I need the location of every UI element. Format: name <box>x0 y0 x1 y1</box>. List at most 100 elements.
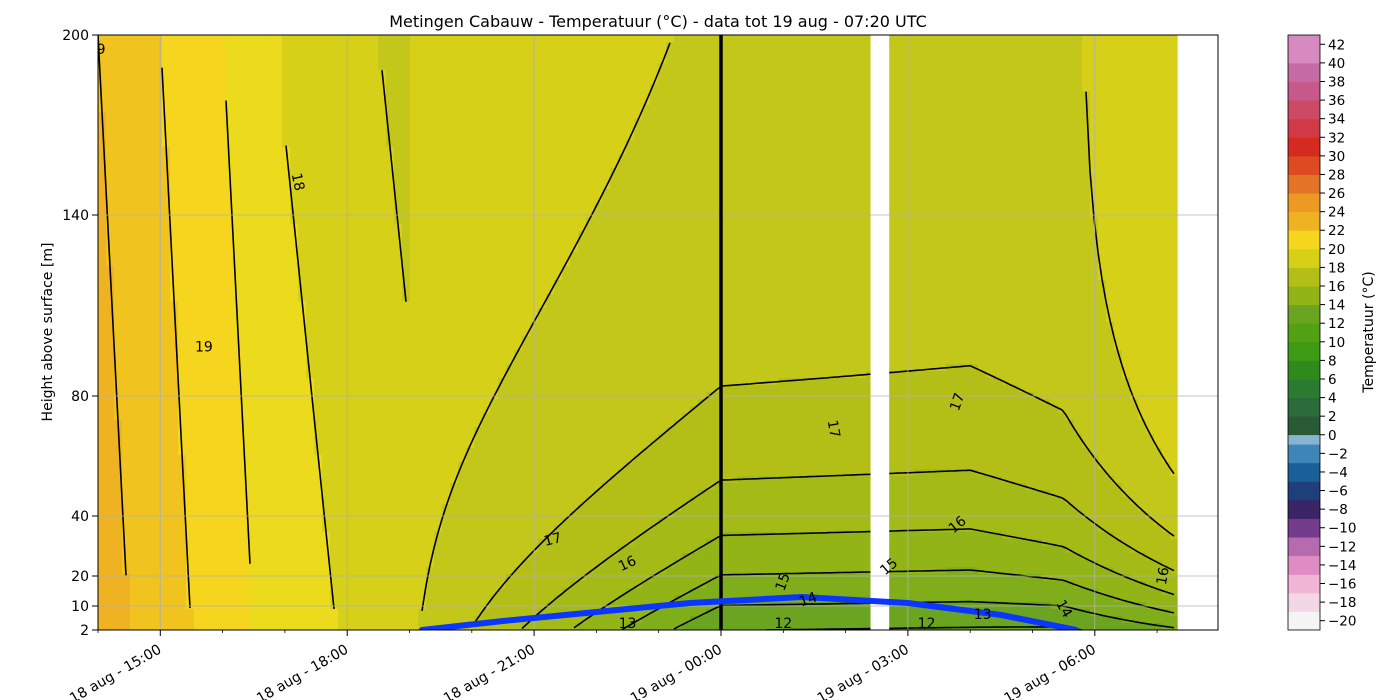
temperature-cell <box>298 511 307 519</box>
temperature-cell <box>410 413 419 421</box>
temperature-cell <box>178 224 187 232</box>
temperature-cell <box>234 175 243 183</box>
temperature-cell <box>234 119 243 127</box>
temperature-cell <box>314 294 323 302</box>
temperature-cell <box>362 105 371 113</box>
temperature-cell <box>162 182 171 190</box>
temperature-cell <box>354 238 363 246</box>
temperature-cell <box>362 217 371 225</box>
temperature-cell <box>546 112 555 120</box>
temperature-cell <box>402 539 411 547</box>
temperature-cell <box>378 112 387 120</box>
temperature-cell <box>546 497 555 505</box>
temperature-cell <box>130 42 139 50</box>
temperature-cell <box>186 245 195 253</box>
temperature-cell <box>122 315 131 323</box>
temperature-cell <box>290 301 299 309</box>
temperature-cell <box>242 301 251 309</box>
temperature-cell <box>186 259 195 267</box>
temperature-cell <box>282 581 291 589</box>
temperature-cell <box>250 287 259 295</box>
temperature-cell <box>482 280 491 288</box>
temperature-cell <box>98 546 107 554</box>
temperature-cell <box>458 161 467 169</box>
temperature-cell <box>242 63 251 71</box>
temperature-cell <box>450 595 459 603</box>
temperature-cell <box>170 609 179 617</box>
temperature-cell <box>458 581 467 589</box>
temperature-cell <box>202 217 211 225</box>
temperature-cell <box>426 308 435 316</box>
temperature-cell <box>498 385 507 393</box>
temperature-cell <box>298 175 307 183</box>
temperature-cell <box>490 406 499 414</box>
temperature-cell <box>466 84 475 92</box>
temperature-cell <box>282 427 291 435</box>
temperature-cell <box>362 42 371 50</box>
temperature-cell <box>498 546 507 554</box>
temperature-cell <box>442 511 451 519</box>
temperature-cell <box>106 189 115 197</box>
temperature-cell <box>122 329 131 337</box>
temperature-cell <box>202 350 211 358</box>
temperature-cell <box>386 455 395 463</box>
temperature-cell <box>138 140 147 148</box>
temperature-cell <box>474 112 483 120</box>
temperature-cell <box>202 273 211 281</box>
temperature-cell <box>234 280 243 288</box>
temperature-cell <box>290 315 299 323</box>
temperature-cell <box>354 609 363 617</box>
temperature-cell <box>170 105 179 113</box>
temperature-cell <box>394 112 403 120</box>
temperature-cell <box>98 322 107 330</box>
temperature-cell <box>178 595 187 603</box>
temperature-cell <box>538 56 547 64</box>
temperature-cell <box>450 133 459 141</box>
temperature-cell <box>146 35 155 43</box>
temperature-cell <box>330 574 339 582</box>
temperature-cell <box>442 574 451 582</box>
temperature-cell <box>178 560 187 568</box>
temperature-cell <box>290 518 299 526</box>
temperature-cell <box>282 133 291 141</box>
temperature-cell <box>242 581 251 589</box>
temperature-cell <box>226 315 235 323</box>
temperature-cell <box>450 476 459 484</box>
temperature-cell <box>130 525 139 533</box>
temperature-cell <box>458 525 467 533</box>
temperature-cell <box>122 483 131 491</box>
temperature-cell <box>146 546 155 554</box>
temperature-cell <box>554 560 563 568</box>
temperature-cell <box>98 161 107 169</box>
temperature-cell <box>410 518 419 526</box>
temperature-cell <box>506 301 515 309</box>
temperature-cell <box>338 483 347 491</box>
temperature-cell <box>234 287 243 295</box>
temperature-cell <box>282 504 291 512</box>
temperature-cell <box>114 364 123 372</box>
temperature-cell <box>378 154 387 162</box>
temperature-cell <box>218 252 227 260</box>
temperature-cell <box>298 616 307 624</box>
temperature-cell <box>234 427 243 435</box>
temperature-cell <box>338 357 347 365</box>
temperature-cell <box>434 161 443 169</box>
temperature-cell <box>362 532 371 540</box>
temperature-cell <box>218 217 227 225</box>
temperature-cell <box>490 119 499 127</box>
temperature-cell <box>522 385 531 393</box>
temperature-cell <box>322 133 331 141</box>
temperature-cell <box>298 203 307 211</box>
temperature-cell <box>314 406 323 414</box>
temperature-cell <box>538 70 547 78</box>
temperature-cell <box>346 343 355 351</box>
temperature-cell <box>178 91 187 99</box>
temperature-cell <box>386 343 395 351</box>
temperature-cell <box>354 287 363 295</box>
temperature-cell <box>434 322 443 330</box>
temperature-cell <box>394 308 403 316</box>
temperature-cell <box>482 357 491 365</box>
temperature-cell <box>322 119 331 127</box>
temperature-cell <box>546 182 555 190</box>
